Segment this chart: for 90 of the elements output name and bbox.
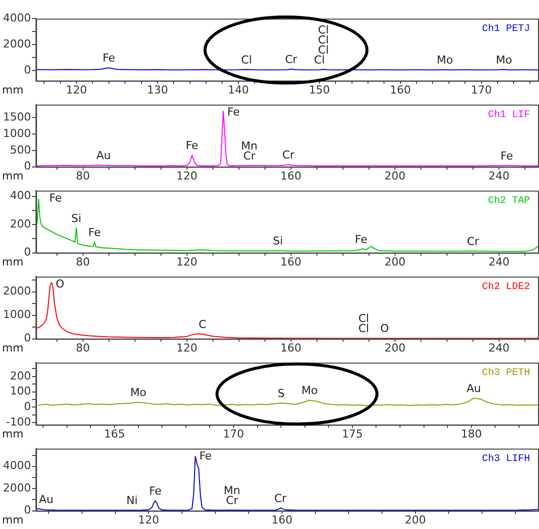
annotation: Fe	[227, 105, 240, 118]
x-tick-label: 140	[228, 83, 249, 96]
y-tick-label: 1000	[3, 308, 31, 322]
y-tick-label: 0	[24, 63, 31, 76]
y-tick-label: 0	[24, 332, 31, 345]
annotation: Fe	[500, 149, 514, 162]
x-tick-label: 200	[404, 513, 426, 526]
x-tick-label: 240	[488, 169, 510, 182]
y-tick-label: 1000	[3, 126, 31, 140]
y-tick-label: -100	[6, 415, 31, 428]
x-axis-title: mm	[2, 84, 24, 97]
x-tick-label: 160	[272, 513, 292, 526]
annotation: C	[198, 318, 207, 331]
annotation: Fe	[199, 449, 212, 462]
annotation: Au	[466, 382, 482, 396]
annotation: Fe	[49, 191, 62, 204]
text: Ch1 PETJ	[482, 23, 530, 36]
y-tick-label: 4000	[3, 11, 31, 24]
annotation: Si	[71, 212, 82, 225]
x-tick-label: 160	[280, 255, 302, 268]
x-tick-label: 80	[76, 169, 90, 182]
y-tick-label: 500	[10, 143, 31, 156]
y-tick-label: 100	[10, 384, 31, 398]
annotation: Si	[272, 234, 283, 248]
annotation: Ni	[126, 494, 138, 508]
y-tick-label: 200	[10, 217, 31, 230]
x-axis-title: mm	[2, 170, 24, 183]
annotation: Cr	[282, 148, 295, 162]
annotation: Mo	[436, 54, 454, 67]
x-tick-label: 200	[384, 341, 406, 354]
annotation: Fe	[149, 484, 162, 498]
annotation: Cr	[274, 492, 287, 505]
y-tick-label: 2000	[3, 284, 31, 298]
y-tick-label: 2000	[3, 481, 31, 494]
annotation: Mo	[130, 386, 147, 400]
y-tick-label: 0	[24, 504, 31, 517]
x-tick-label: 160	[280, 169, 302, 182]
y-tick-label: 4000	[3, 459, 31, 472]
annotation: Fe	[186, 139, 199, 152]
annotation: Cr	[284, 52, 298, 66]
x-axis-title: mm	[2, 428, 24, 441]
y-tick-label: 0	[24, 400, 31, 413]
y-tick-label: 400	[10, 189, 31, 202]
annotation: Mo	[301, 384, 318, 398]
series-label: Ch3 PETH	[482, 367, 530, 380]
annotation: S	[278, 387, 285, 400]
x-tick-label: 200	[384, 255, 406, 268]
annotation: Fe	[102, 52, 116, 65]
x-tick-label: 160	[390, 83, 411, 96]
x-tick-label: 120	[66, 83, 87, 96]
x-tick-label: 120	[138, 513, 160, 526]
x-tick-label: 200	[384, 169, 406, 182]
annotation: Cl	[314, 54, 325, 67]
y-tick-label: 1500	[3, 110, 31, 124]
y-tick-label: 0	[24, 246, 31, 259]
x-tick-label: 165	[104, 427, 126, 440]
x-tick-label: 120	[176, 169, 198, 182]
annotation: Fe	[354, 233, 368, 246]
x-tick-label: 120	[176, 255, 198, 268]
x-tick-label: 80	[76, 255, 90, 268]
annotation: Cr	[466, 234, 480, 248]
x-tick-label: 130	[146, 83, 168, 96]
text: Ch2 LDE2	[482, 281, 530, 294]
annotation: Mo	[496, 53, 512, 66]
x-tick-label: 160	[280, 341, 302, 354]
x-axis-title: mm	[2, 256, 24, 269]
x-tick-label: 170	[222, 427, 244, 440]
x-tick-label: 240	[488, 341, 510, 354]
x-tick-label: 80	[76, 341, 90, 354]
x-tick-label: 180	[460, 427, 482, 440]
y-tick-label: 2000	[3, 37, 31, 50]
annotation: Cl	[358, 322, 370, 336]
annotation: Cl	[241, 53, 252, 66]
annotation: O	[56, 277, 65, 290]
x-tick-label: 150	[308, 83, 330, 96]
x-axis-title: mm	[2, 342, 24, 355]
annotation: O	[380, 322, 390, 336]
annotation: Fe	[88, 226, 101, 240]
x-tick-label: 175	[342, 427, 363, 440]
text: Ch3 LIFH	[482, 453, 530, 466]
annotation: Au	[96, 149, 111, 162]
x-tick-label: 120	[176, 341, 198, 354]
text: Ch1 LIF	[488, 109, 530, 122]
y-tick-label: 200	[10, 369, 31, 382]
annotation: Au	[39, 493, 54, 506]
y-tick-label: 0	[24, 160, 31, 173]
text: Ch2 TAP	[488, 195, 530, 208]
x-axis-title: mm	[2, 514, 24, 527]
x-tick-label: 170	[470, 83, 492, 96]
x-tick-label: 240	[488, 255, 510, 268]
